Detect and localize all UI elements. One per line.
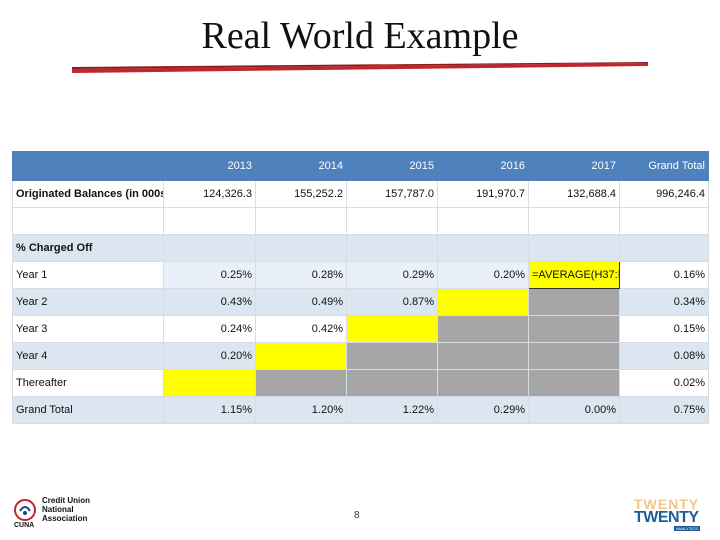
table-cell[interactable]: 124,326.3 xyxy=(163,180,256,208)
row-label[interactable]: Year 3 xyxy=(12,315,164,343)
table-cell[interactable]: 0.42% xyxy=(255,315,347,343)
gray-cell[interactable] xyxy=(528,369,620,397)
table-cell[interactable]: 0.24% xyxy=(163,315,256,343)
table-row-blank xyxy=(12,207,709,235)
table-cell[interactable]: 1.20% xyxy=(255,396,347,424)
gray-cell[interactable] xyxy=(437,315,529,343)
table-cell[interactable]: 1.22% xyxy=(346,396,438,424)
highlighted-cell[interactable] xyxy=(255,342,347,370)
table-cell[interactable] xyxy=(437,207,529,235)
table-cell[interactable]: 0.87% xyxy=(346,288,438,316)
table-cell[interactable]: 0.25% xyxy=(163,261,256,289)
table-cell[interactable] xyxy=(346,207,438,235)
row-label[interactable]: Originated Balances (in 000s) xyxy=(12,180,164,208)
table-cell[interactable]: 0.20% xyxy=(437,261,529,289)
highlighted-cell[interactable] xyxy=(346,315,438,343)
table-cell[interactable]: 0.49% xyxy=(255,288,347,316)
formula-cell[interactable]: =AVERAGE(H37:K3 xyxy=(528,261,620,289)
table-row-year-1: Year 1 0.25% 0.28% 0.29% 0.20% =AVERAGE(… xyxy=(12,261,709,289)
table-cell[interactable] xyxy=(346,234,438,262)
header-cell-2017: 2017 xyxy=(528,151,620,181)
gray-cell[interactable] xyxy=(528,315,620,343)
row-label[interactable] xyxy=(12,207,164,235)
table-row-thereafter: Thereafter 0.02% xyxy=(12,369,709,397)
twenty-logo-top: TWENTY xyxy=(634,496,700,512)
title-underline xyxy=(72,62,648,73)
header-cell-2016: 2016 xyxy=(437,151,529,181)
table-row-originated-balances: Originated Balances (in 000s) 124,326.3 … xyxy=(12,180,709,208)
header-row: 2013 2014 2015 2016 2017 Grand Total xyxy=(12,151,709,181)
table-cell[interactable] xyxy=(255,207,347,235)
page-number: 8 xyxy=(354,510,360,521)
table-cell[interactable]: 0.15% xyxy=(619,315,709,343)
table-row-grand-total: Grand Total 1.15% 1.20% 1.22% 0.29% 0.00… xyxy=(12,396,709,424)
twenty-logo-tag: ANALYTICS xyxy=(674,526,700,531)
table-cell[interactable] xyxy=(528,234,620,262)
row-label[interactable]: Thereafter xyxy=(12,369,164,397)
table-row-year-4: Year 4 0.20% 0.08% xyxy=(12,342,709,370)
header-cell-2013: 2013 xyxy=(163,151,256,181)
table-cell[interactable]: 0.34% xyxy=(619,288,709,316)
highlighted-cell[interactable] xyxy=(437,288,529,316)
highlighted-cell[interactable] xyxy=(163,369,256,397)
gray-cell[interactable] xyxy=(528,288,620,316)
table-cell[interactable]: 0.28% xyxy=(255,261,347,289)
row-label[interactable]: Year 1 xyxy=(12,261,164,289)
cuna-logo-line-2: National xyxy=(42,505,74,514)
gray-cell[interactable] xyxy=(528,342,620,370)
cuna-logo: Credit Union National Association CUNA xyxy=(14,496,104,530)
cuna-logo-icon xyxy=(14,499,36,521)
table-cell[interactable]: 0.20% xyxy=(163,342,256,370)
gray-cell[interactable] xyxy=(437,369,529,397)
table-cell[interactable] xyxy=(163,207,256,235)
table-cell[interactable]: 0.00% xyxy=(528,396,620,424)
table-cell[interactable] xyxy=(255,234,347,262)
table-cell[interactable]: 0.43% xyxy=(163,288,256,316)
table-cell[interactable]: 155,252.2 xyxy=(255,180,347,208)
row-label[interactable]: Year 4 xyxy=(12,342,164,370)
table-cell[interactable] xyxy=(528,207,620,235)
twenty-logo-main: TWENTY xyxy=(634,509,699,526)
table-cell[interactable]: 157,787.0 xyxy=(346,180,438,208)
spreadsheet-table: 2013 2014 2015 2016 2017 Grand Total Ori… xyxy=(12,151,709,424)
slide-title: Real World Example xyxy=(201,15,519,57)
cuna-logo-line-1: Credit Union xyxy=(42,496,90,505)
table-cell[interactable]: 996,246.4 xyxy=(619,180,709,208)
table-cell[interactable]: 0.02% xyxy=(619,369,709,397)
gray-cell[interactable] xyxy=(346,369,438,397)
header-cell-2014: 2014 xyxy=(255,151,347,181)
row-label[interactable]: Year 2 xyxy=(12,288,164,316)
twenty-twenty-logo: TWENTY TWENTY ANALYTICS xyxy=(634,496,710,532)
header-cell-grand-total: Grand Total xyxy=(619,151,709,181)
table-cell[interactable]: 0.75% xyxy=(619,396,709,424)
header-cell xyxy=(12,151,164,181)
table-cell[interactable]: 1.15% xyxy=(163,396,256,424)
table-row-year-3: Year 3 0.24% 0.42% 0.15% xyxy=(12,315,709,343)
table-cell[interactable] xyxy=(163,234,256,262)
table-cell[interactable] xyxy=(619,207,709,235)
table-cell[interactable]: 132,688.4 xyxy=(528,180,620,208)
gray-cell[interactable] xyxy=(346,342,438,370)
table-cell[interactable]: 0.29% xyxy=(437,396,529,424)
table-cell[interactable]: 0.29% xyxy=(346,261,438,289)
table-cell[interactable]: 191,970.7 xyxy=(437,180,529,208)
header-cell-2015: 2015 xyxy=(346,151,438,181)
row-label[interactable]: Grand Total xyxy=(12,396,164,424)
table-cell[interactable] xyxy=(437,234,529,262)
cuna-logo-line-3: Association xyxy=(42,514,88,523)
row-label[interactable]: % Charged Off xyxy=(12,234,164,262)
cuna-logo-short: CUNA xyxy=(14,522,35,529)
gray-cell[interactable] xyxy=(255,369,347,397)
table-cell[interactable]: 0.16% xyxy=(619,261,709,289)
table-row-year-2: Year 2 0.43% 0.49% 0.87% 0.34% xyxy=(12,288,709,316)
table-cell[interactable]: 0.08% xyxy=(619,342,709,370)
table-cell[interactable] xyxy=(619,234,709,262)
gray-cell[interactable] xyxy=(437,342,529,370)
table-row-percent-charged-off: % Charged Off xyxy=(12,234,709,262)
